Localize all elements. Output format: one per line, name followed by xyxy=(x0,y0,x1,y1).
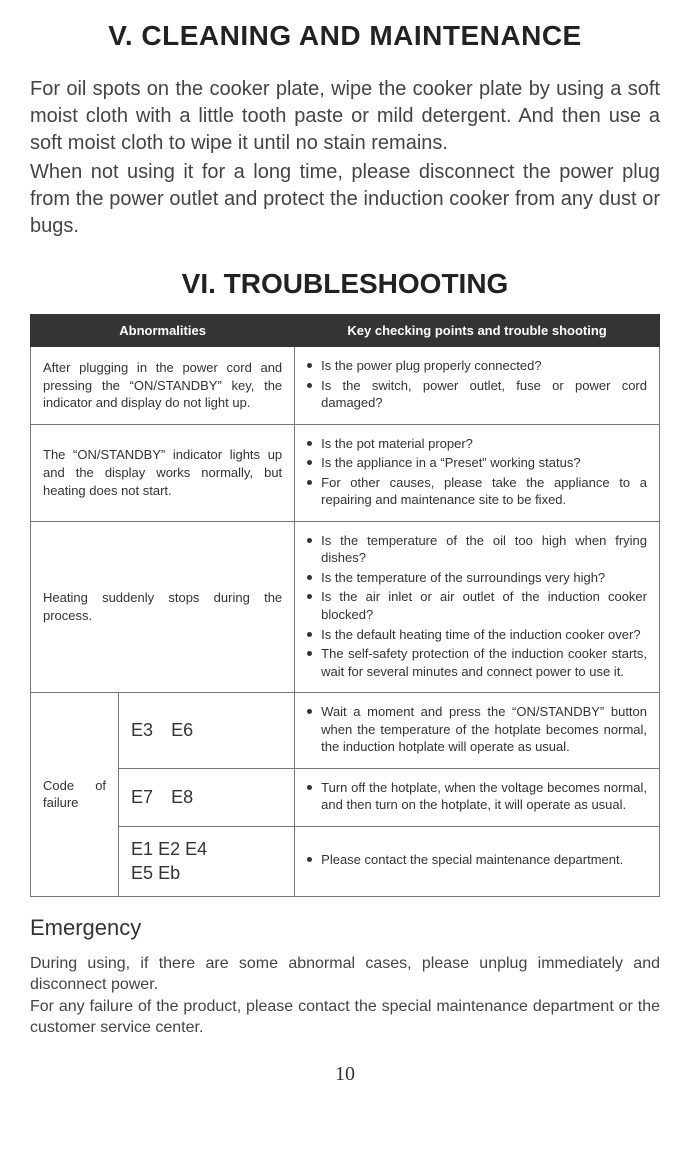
header-keypoints: Key checking points and trouble shooting xyxy=(295,315,660,347)
section5-para2: When not using it for a long time, pleas… xyxy=(30,159,660,240)
code-of-failure-label: Code of failure xyxy=(31,693,119,896)
emergency-para2: For any failure of the product, please c… xyxy=(30,996,660,1039)
keypoint-item: Wait a moment and press the “ON/STANDBY”… xyxy=(307,703,647,756)
section5-para1: For oil spots on the cooker plate, wipe … xyxy=(30,76,660,157)
table-row: Heating suddenly stops during the proces… xyxy=(31,521,660,692)
failure-codes: E7 E8 xyxy=(119,768,295,826)
table-header-row: Abnormalities Key checking points and tr… xyxy=(31,315,660,347)
section5-heading: V. CLEANING AND MAINTENANCE xyxy=(30,20,660,52)
table-row: Code of failure E3 E6 Wait a moment and … xyxy=(31,693,660,769)
keypoint-item: For other causes, please take the applia… xyxy=(307,474,647,509)
abnormality-cell: The “ON/STANDBY” indicator lights up and… xyxy=(31,424,295,521)
header-abnormalities: Abnormalities xyxy=(31,315,295,347)
keypoint-item: Is the switch, power outlet, fuse or pow… xyxy=(307,377,647,412)
keypoints-cell: Turn off the hotplate, when the voltage … xyxy=(295,768,660,826)
keypoints-cell: Is the pot material proper? Is the appli… xyxy=(295,424,660,521)
keypoint-item: Turn off the hotplate, when the voltage … xyxy=(307,779,647,814)
keypoints-cell: Please contact the special maintenance d… xyxy=(295,826,660,896)
emergency-para1: During using, if there are some abnormal… xyxy=(30,953,660,996)
keypoint-item: Is the temperature of the oil too high w… xyxy=(307,532,647,567)
emergency-heading: Emergency xyxy=(30,915,660,941)
table-row: After plugging in the power cord and pre… xyxy=(31,347,660,425)
keypoints-cell: Wait a moment and press the “ON/STANDBY”… xyxy=(295,693,660,769)
keypoints-cell: Is the temperature of the oil too high w… xyxy=(295,521,660,692)
table-row: E1 E2 E4 E5 Eb Please contact the specia… xyxy=(31,826,660,896)
keypoints-cell: Is the power plug properly connected? Is… xyxy=(295,347,660,425)
abnormality-cell: After plugging in the power cord and pre… xyxy=(31,347,295,425)
section5-body: For oil spots on the cooker plate, wipe … xyxy=(30,76,660,240)
keypoint-item: Is the power plug properly connected? xyxy=(307,357,647,375)
keypoint-item: Is the appliance in a “Preset” working s… xyxy=(307,454,647,472)
keypoint-item: Is the default heating time of the induc… xyxy=(307,626,647,644)
keypoint-item: Is the air inlet or air outlet of the in… xyxy=(307,588,647,623)
keypoint-item: Please contact the special maintenance d… xyxy=(307,851,647,869)
keypoint-item: Is the temperature of the surroundings v… xyxy=(307,569,647,587)
page-number: 10 xyxy=(30,1063,660,1086)
table-row: The “ON/STANDBY” indicator lights up and… xyxy=(31,424,660,521)
keypoint-item: Is the pot material proper? xyxy=(307,435,647,453)
failure-codes: E3 E6 xyxy=(119,693,295,769)
keypoint-item: The self-safety protection of the induct… xyxy=(307,645,647,680)
failure-codes: E1 E2 E4 E5 Eb xyxy=(119,826,295,896)
abnormality-cell: Heating suddenly stops during the proces… xyxy=(31,521,295,692)
troubleshooting-table: Abnormalities Key checking points and tr… xyxy=(30,314,660,897)
section6-heading: VI. TROUBLESHOOTING xyxy=(30,268,660,300)
emergency-body: During using, if there are some abnormal… xyxy=(30,953,660,1039)
table-row: E7 E8 Turn off the hotplate, when the vo… xyxy=(31,768,660,826)
